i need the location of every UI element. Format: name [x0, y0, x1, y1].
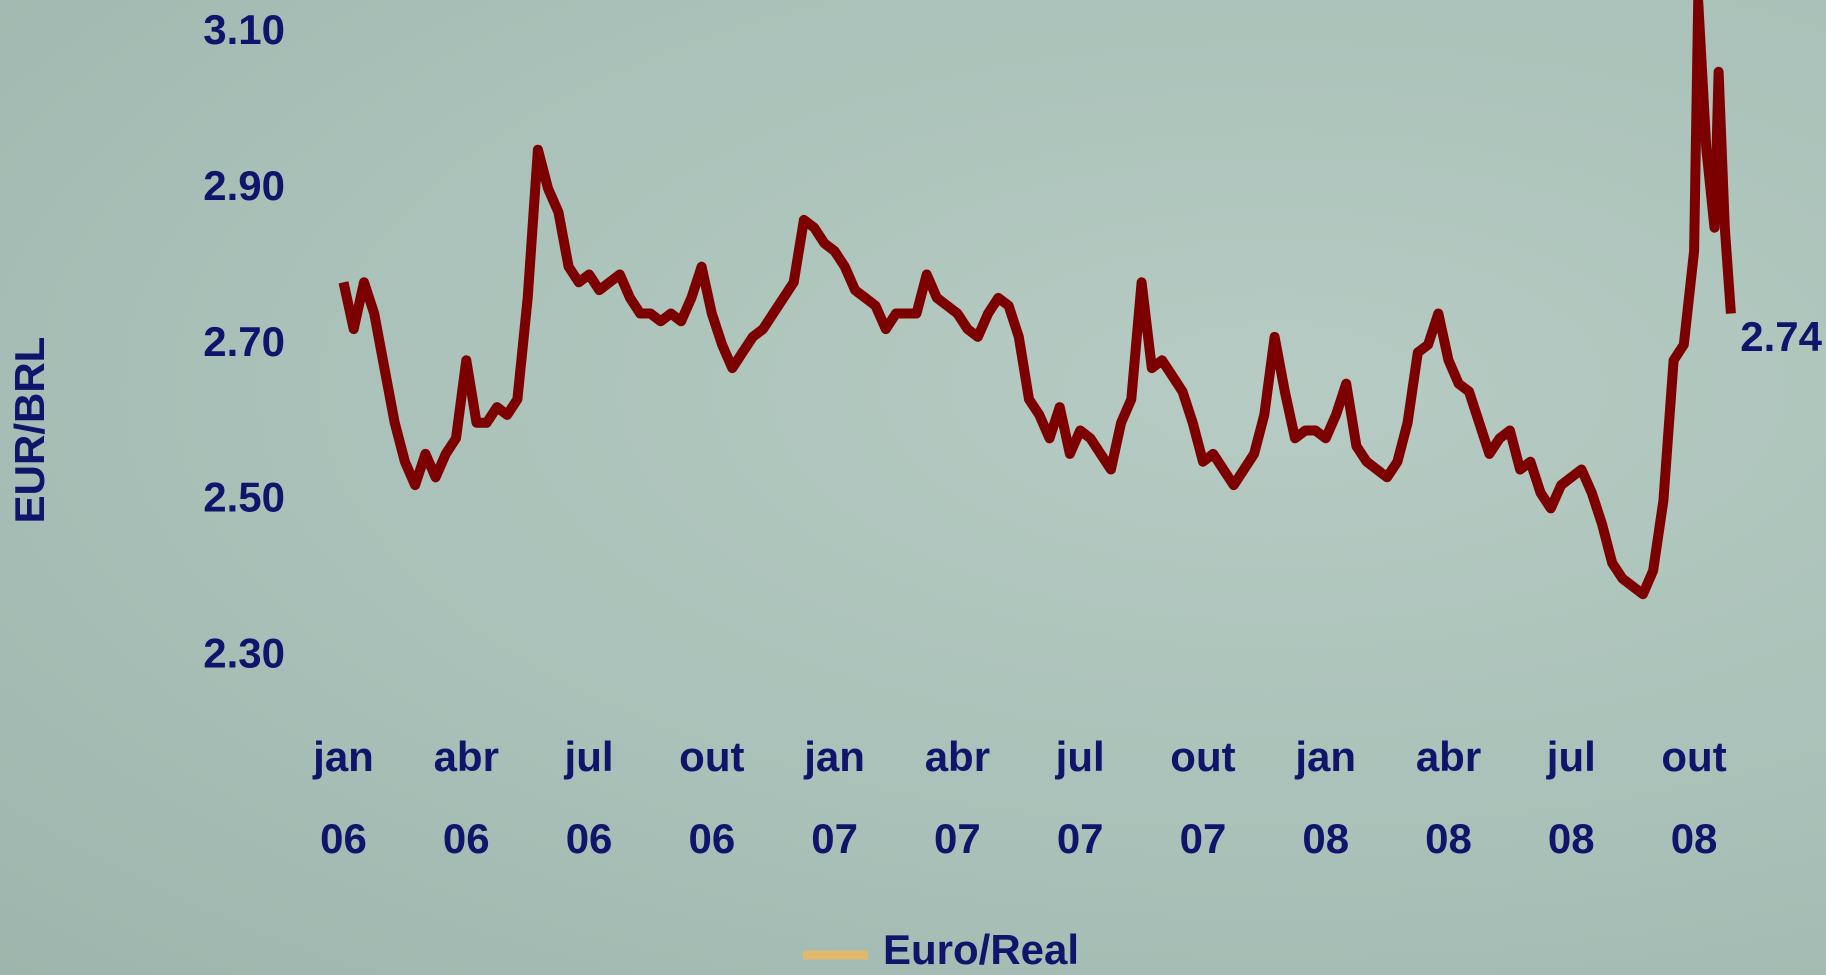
y-tick-label: 2.30	[203, 630, 285, 677]
y-tick-label: 2.70	[203, 318, 285, 365]
x-tick-label: jan 06	[299, 716, 389, 880]
x-tick-label: abr 06	[421, 716, 511, 880]
y-tick-label: 2.90	[203, 162, 285, 209]
x-tick-label: out 06	[667, 716, 757, 880]
page: EUR/BRL 2.30 2.50 2.70 2.90 3.10 2.74 Euro/Rea…	[0, 0, 1826, 975]
x-tick-label: jan 07	[790, 716, 880, 880]
y-axis-title: EUR/BRL	[6, 337, 53, 524]
x-tick-label: jul 08	[1526, 716, 1616, 880]
x-tick-label: abr 07	[912, 716, 1002, 880]
line-series	[344, 2, 1731, 595]
last-value-label: 2.74	[1740, 313, 1822, 360]
x-tick-label: abr 08	[1404, 716, 1494, 880]
legend-label: Euro/Real	[883, 926, 1079, 973]
x-tick-label: jul 06	[544, 716, 634, 880]
x-tick-label: out 07	[1158, 716, 1248, 880]
x-tick-label: jan 08	[1281, 716, 1371, 880]
x-tick-label: jul 07	[1035, 716, 1125, 880]
y-tick-label: 2.50	[203, 474, 285, 521]
x-tick-label: out 08	[1649, 716, 1739, 880]
y-tick-label: 3.10	[203, 6, 285, 53]
